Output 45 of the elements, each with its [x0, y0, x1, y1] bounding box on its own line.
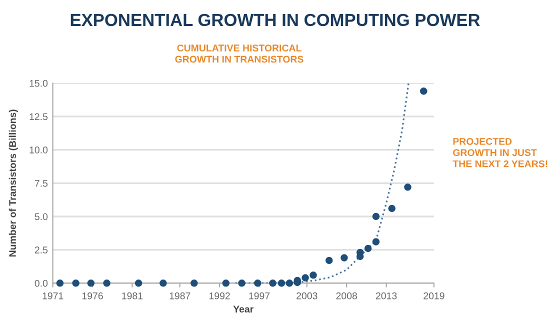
- point: [302, 274, 309, 282]
- chart-title: EXPONENTIAL GROWTH IN COMPUTING POWER: [70, 14, 480, 26]
- point: [222, 280, 230, 287]
- point: [404, 184, 412, 191]
- x-tick-label: 1971: [42, 292, 64, 300]
- point: [238, 280, 246, 287]
- point: [72, 280, 80, 287]
- x-axis-title: Year: [233, 306, 254, 313]
- y-tick-label: 15.0: [30, 80, 48, 87]
- y-axis-title: Number of Transistors (Billions): [8, 110, 18, 257]
- point: [278, 280, 286, 287]
- y-tick-label: 2.5: [34, 246, 48, 254]
- point: [340, 254, 348, 262]
- x-tick-label: 2013: [376, 292, 397, 300]
- x-tick-label: 1987: [170, 292, 190, 300]
- point: [103, 280, 110, 287]
- x-tick-label: 2003: [296, 292, 318, 300]
- point: [56, 280, 64, 287]
- point: [372, 212, 380, 220]
- point: [160, 280, 167, 287]
- point: [190, 280, 198, 287]
- x-tick-label: 2008: [336, 292, 357, 300]
- y-tick-label: 12.5: [30, 113, 48, 120]
- x-tick-label: 1992: [209, 292, 230, 300]
- point: [325, 256, 333, 264]
- x-tick-label: 1997: [249, 292, 270, 300]
- y-tick-label: 10.0: [30, 146, 48, 154]
- x-tick-label: 1981: [122, 292, 143, 300]
- x-tick-label: 1976: [82, 292, 103, 300]
- x-tick-label: 2019: [424, 292, 444, 300]
- text: PROJECTED GROWTH IN JUST THE NEXT 2 YEARS!: [452, 138, 548, 168]
- y-tick-label: 5.0: [34, 213, 48, 220]
- y-tick-label: 0.0: [34, 280, 48, 287]
- point: [87, 280, 95, 287]
- point: [254, 280, 262, 287]
- point: [420, 88, 428, 95]
- y-tick-label: 7.5: [34, 180, 48, 187]
- point: [364, 244, 372, 252]
- point: [269, 280, 276, 287]
- point: [388, 204, 396, 212]
- point: [134, 280, 142, 287]
- point: [310, 272, 317, 279]
- point: [372, 238, 380, 246]
- point: [286, 280, 294, 287]
- text: CUMULATIVE HISTORICAL GROWTH IN TRANSISTORS: [175, 44, 304, 63]
